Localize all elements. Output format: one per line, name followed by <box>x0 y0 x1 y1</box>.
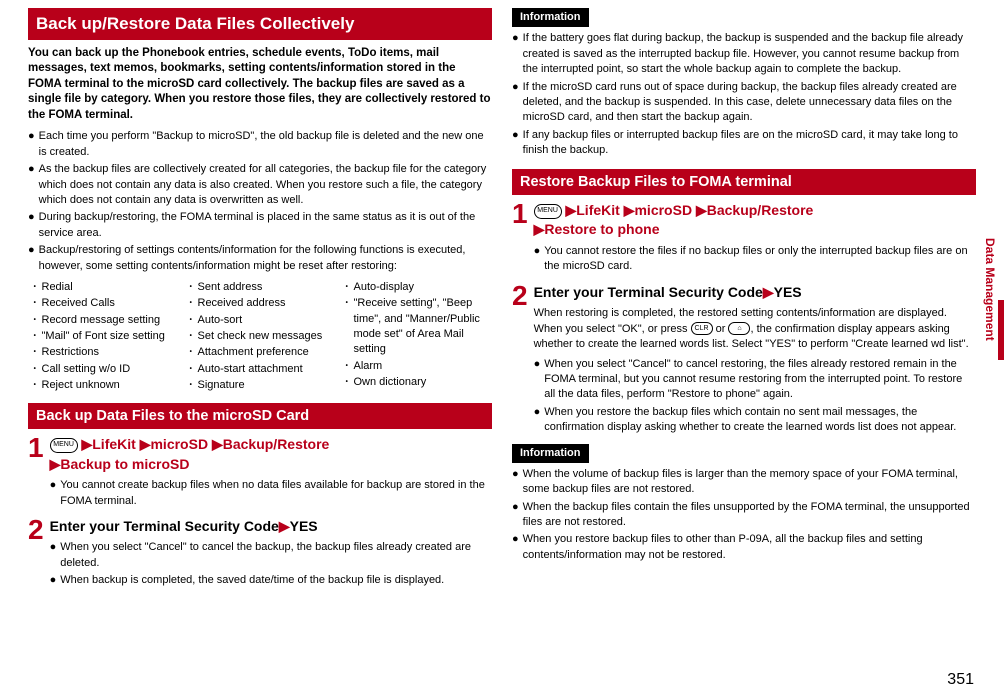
bullet-text: When you restore the backup files which … <box>544 405 976 436</box>
step-number: 2 <box>512 283 528 438</box>
step-number: 1 <box>28 435 44 511</box>
bullet-text: As the backup files are collectively cre… <box>39 162 492 208</box>
top-bullets: ●Each time you perform "Backup to microS… <box>28 129 492 274</box>
bullet-text: If the microSD card runs out of space du… <box>523 80 976 126</box>
end-key-icon: ⌂ <box>728 322 750 335</box>
bullet-text: When you restore backup files to other t… <box>523 532 976 563</box>
intro-text: You can back up the Phonebook entries, s… <box>28 46 492 124</box>
reset-item: Auto-start attachment <box>198 362 303 377</box>
side-tab-label: Data Management <box>979 230 1000 349</box>
bullet-text: Backup/restoring of settings contents/in… <box>39 243 492 274</box>
reset-item: Redial <box>42 280 73 295</box>
reset-item: Set check new messages <box>198 329 323 344</box>
bullet-text: You cannot restore the files if no backu… <box>544 244 976 275</box>
reset-item: "Mail" of Font size setting <box>42 329 165 344</box>
bullet-text: Each time you perform "Backup to microSD… <box>39 129 492 160</box>
bullet-text: When you select "Cancel" to cancel resto… <box>544 357 976 403</box>
step-heading: Enter your Terminal Security Code▶YES <box>50 517 492 537</box>
menu-key-icon: MENU <box>50 438 78 453</box>
menu-key-icon: MENU <box>534 204 562 219</box>
breadcrumb: MENU ▶LifeKit ▶microSD ▶Backup/Restore ▶… <box>50 435 492 474</box>
reset-item: Call setting w/o ID <box>42 362 131 377</box>
reset-item: Restrictions <box>42 345 99 360</box>
step-number: 2 <box>28 517 44 591</box>
reset-item: Sent address <box>198 280 263 295</box>
reset-settings-columns: ･Redial ･Received Calls ･Record message … <box>28 280 492 395</box>
reset-item: Own dictionary <box>354 375 427 390</box>
bullet-text: When the volume of backup files is large… <box>523 467 976 498</box>
reset-item: Attachment preference <box>198 345 309 360</box>
bullet-text: If any backup files or interrupted backu… <box>523 128 976 159</box>
reset-item: Alarm <box>354 359 383 374</box>
information-heading: Information <box>512 444 589 463</box>
reset-item: Reject unknown <box>42 378 120 393</box>
section-restore-title: Restore Backup Files to FOMA terminal <box>512 169 976 195</box>
side-tab-indicator <box>998 300 1004 360</box>
reset-item: Auto-sort <box>198 313 243 328</box>
page-title: Back up/Restore Data Files Collectively <box>28 8 492 40</box>
section-backup-title: Back up Data Files to the microSD Card <box>28 403 492 429</box>
page-number: 351 <box>947 669 974 691</box>
reset-item: Received address <box>198 296 286 311</box>
restore-body-text: When restoring is completed, the restore… <box>534 306 976 352</box>
bullet-text: When backup is completed, the saved date… <box>60 573 492 588</box>
breadcrumb: MENU ▶LifeKit ▶microSD ▶Backup/Restore ▶… <box>534 201 976 240</box>
reset-item: Record message setting <box>42 313 161 328</box>
information-heading: Information <box>512 8 589 27</box>
reset-item: Received Calls <box>42 296 115 311</box>
reset-item: Auto-display <box>354 280 415 295</box>
bullet-text: When the backup files contain the files … <box>523 500 976 531</box>
step-heading: Enter your Terminal Security Code▶YES <box>534 283 976 303</box>
step-number: 1 <box>512 201 528 277</box>
reset-item: Signature <box>198 378 245 393</box>
bullet-text: If the battery goes flat during backup, … <box>523 31 976 77</box>
bullet-text: When you select "Cancel" to cancel the b… <box>60 540 492 571</box>
reset-item: "Receive setting", "Beep time", and "Man… <box>354 296 493 358</box>
bullet-text: During backup/restoring, the FOMA termin… <box>39 210 492 241</box>
clr-key-icon: CLR <box>691 322 713 335</box>
bullet-text: You cannot create backup files when no d… <box>60 478 492 509</box>
